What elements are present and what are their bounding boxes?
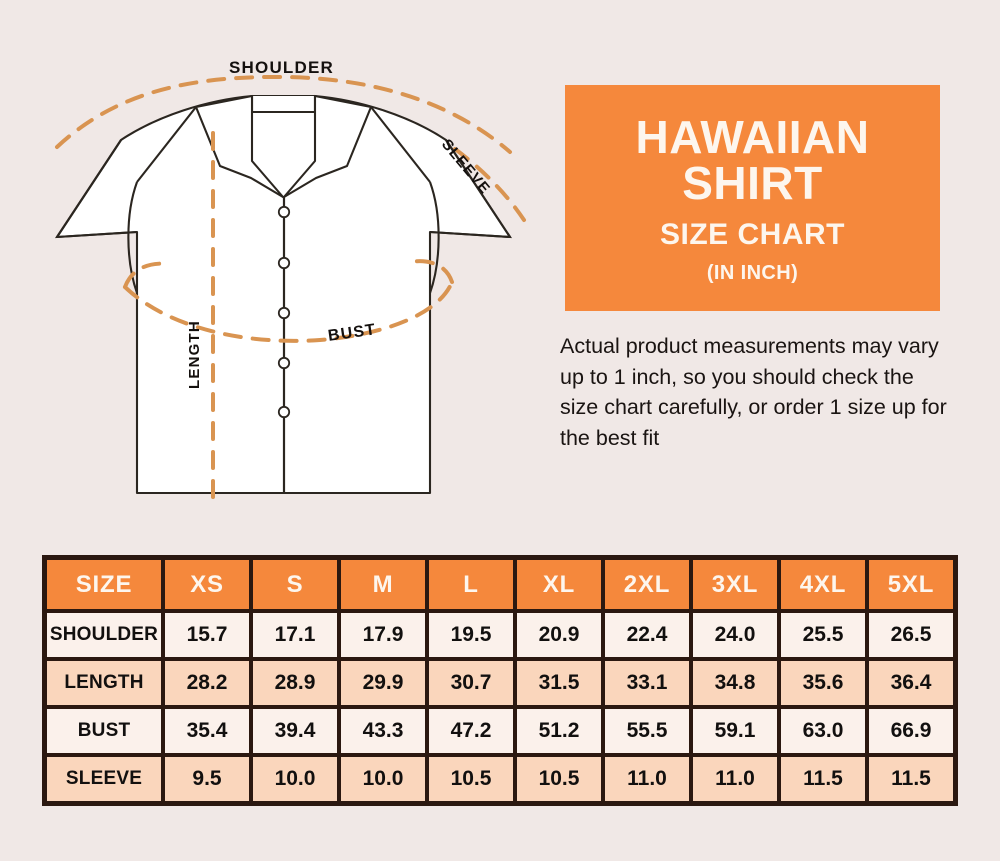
table-head: SIZE XS S M L XL 2XL 3XL 4XL 5XL: [45, 558, 955, 611]
title-unit: (IN INCH): [706, 261, 799, 284]
table-header-row: SIZE XS S M L XL 2XL 3XL 4XL 5XL: [45, 558, 955, 611]
shirt-button: [277, 405, 291, 419]
title-subtitle: SIZE CHART: [660, 217, 845, 251]
row-label-shoulder: SHOULDER: [45, 611, 163, 659]
shirt-diagram: SHOULDER SLEEVE BUST LENGTH: [0, 0, 540, 530]
cell-length-4xl: 35.6: [779, 659, 867, 707]
cell-shoulder-s: 17.1: [251, 611, 339, 659]
measurement-note: Actual product measurements may vary up …: [560, 334, 947, 451]
table-header-xs: XS: [163, 558, 251, 611]
cell-shoulder-m: 17.9: [339, 611, 427, 659]
cell-bust-3xl: 59.1: [691, 707, 779, 755]
cell-sleeve-4xl: 11.5: [779, 755, 867, 803]
cell-sleeve-s: 10.0: [251, 755, 339, 803]
shirt-illustration: [54, 74, 526, 502]
size-chart-table: SIZE XS S M L XL 2XL 3XL 4XL 5XL SHOULDE…: [42, 555, 958, 806]
shirt-button: [277, 306, 291, 320]
bust-guide-line-left-cap: [123, 261, 170, 289]
cell-bust-4xl: 63.0: [779, 707, 867, 755]
title-main: HAWAIIAN SHIRT: [636, 114, 870, 205]
table-header-3xl: 3XL: [691, 558, 779, 611]
right-armhole-seam: [429, 181, 440, 294]
title-main-line2: SHIRT: [682, 156, 823, 209]
cell-sleeve-xl: 10.5: [515, 755, 603, 803]
table-header-l: L: [427, 558, 515, 611]
left-collar-leaf: [194, 94, 285, 199]
table-header-5xl: 5XL: [867, 558, 955, 611]
cell-sleeve-m: 10.0: [339, 755, 427, 803]
cell-bust-xs: 35.4: [163, 707, 251, 755]
shirt-button: [277, 356, 291, 370]
cell-length-m: 29.9: [339, 659, 427, 707]
cell-length-s: 28.9: [251, 659, 339, 707]
cell-shoulder-4xl: 25.5: [779, 611, 867, 659]
cell-shoulder-l: 19.5: [427, 611, 515, 659]
cell-bust-5xl: 66.9: [867, 707, 955, 755]
cell-shoulder-5xl: 26.5: [867, 611, 955, 659]
table-row: SHOULDER 15.7 17.1 17.9 19.5 20.9 22.4 2…: [45, 611, 955, 659]
cell-sleeve-xs: 9.5: [163, 755, 251, 803]
collar-stand: [250, 96, 317, 114]
cell-length-5xl: 36.4: [867, 659, 955, 707]
cell-shoulder-3xl: 24.0: [691, 611, 779, 659]
table-header-m: M: [339, 558, 427, 611]
length-label: LENGTH: [186, 320, 203, 389]
shirt-button: [277, 256, 291, 270]
cell-length-xs: 28.2: [163, 659, 251, 707]
cell-bust-m: 43.3: [339, 707, 427, 755]
cell-shoulder-2xl: 22.4: [603, 611, 691, 659]
left-armhole-seam: [127, 181, 138, 294]
cell-shoulder-xl: 20.9: [515, 611, 603, 659]
cell-sleeve-5xl: 11.5: [867, 755, 955, 803]
table-row: SLEEVE 9.5 10.0 10.0 10.5 10.5 11.0 11.0…: [45, 755, 955, 803]
table-header-xl: XL: [515, 558, 603, 611]
cell-sleeve-l: 10.5: [427, 755, 515, 803]
row-label-length: LENGTH: [45, 659, 163, 707]
table-header-size: SIZE: [45, 558, 163, 611]
shirt-button: [277, 205, 291, 219]
title-card: HAWAIIAN SHIRT SIZE CHART (IN INCH): [565, 85, 940, 311]
cell-bust-xl: 51.2: [515, 707, 603, 755]
cell-bust-l: 47.2: [427, 707, 515, 755]
table-header-2xl: 2XL: [603, 558, 691, 611]
cell-length-xl: 31.5: [515, 659, 603, 707]
cell-sleeve-3xl: 11.0: [691, 755, 779, 803]
row-label-sleeve: SLEEVE: [45, 755, 163, 803]
right-collar-leaf: [282, 94, 373, 199]
table-row: LENGTH 28.2 28.9 29.9 30.7 31.5 33.1 34.…: [45, 659, 955, 707]
right-shoulder-seam: [370, 106, 431, 183]
table-row: BUST 35.4 39.4 43.3 47.2 51.2 55.5 59.1 …: [45, 707, 955, 755]
title-main-line1: HAWAIIAN: [635, 111, 870, 164]
cell-length-l: 30.7: [427, 659, 515, 707]
cell-length-2xl: 33.1: [603, 659, 691, 707]
shoulder-label: SHOULDER: [229, 58, 334, 77]
table-body: SHOULDER 15.7 17.1 17.9 19.5 20.9 22.4 2…: [45, 611, 955, 803]
left-shoulder-seam: [136, 106, 197, 183]
cell-shoulder-xs: 15.7: [163, 611, 251, 659]
row-label-bust: BUST: [45, 707, 163, 755]
table-header-s: S: [251, 558, 339, 611]
table-header-4xl: 4XL: [779, 558, 867, 611]
bust-guide-line-right-cap: [408, 259, 454, 284]
cell-bust-2xl: 55.5: [603, 707, 691, 755]
bust-guide-line: [123, 280, 454, 343]
cell-bust-s: 39.4: [251, 707, 339, 755]
left-sleeve-outline: [54, 139, 138, 239]
right-sleeve-outline: [429, 139, 513, 239]
cell-length-3xl: 34.8: [691, 659, 779, 707]
cell-sleeve-2xl: 11.0: [603, 755, 691, 803]
